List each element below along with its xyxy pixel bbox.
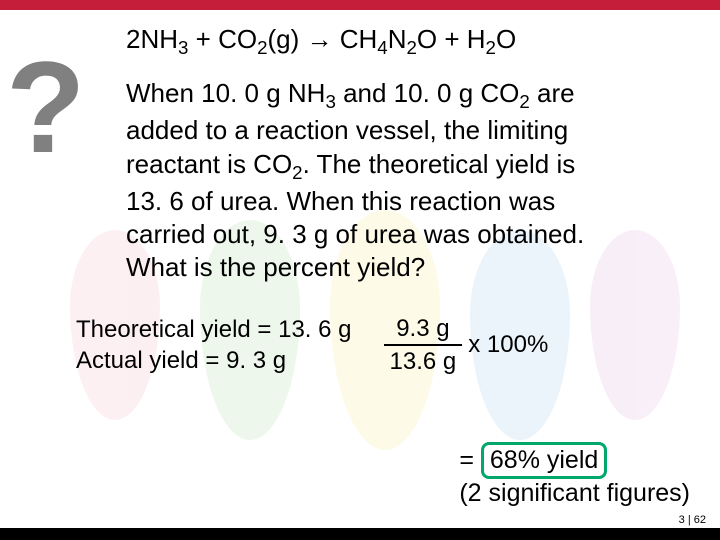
- eq-r2: CO: [218, 24, 257, 54]
- p-l5: carried out, 9. 3 g of urea was obtained…: [126, 219, 584, 249]
- eq-r1-coef: 2: [126, 24, 140, 54]
- eq-p2: H: [467, 24, 486, 54]
- chemical-equation: 2NH3 + CO2(g) → CH4N2O + H2O: [126, 24, 692, 59]
- frac-denominator: 13.6 g: [384, 346, 463, 377]
- p-l3b: . The theoretical yield is: [303, 149, 576, 179]
- eq-plus2: +: [437, 24, 467, 54]
- p-sub2-1: 2: [519, 91, 529, 112]
- eq-p1: CH: [340, 24, 378, 54]
- p-sub2-2: 2: [292, 162, 302, 183]
- p-l1c: are: [530, 78, 575, 108]
- p-sub3-1: 3: [325, 91, 335, 112]
- p-l6: What is the percent yield?: [126, 252, 425, 282]
- eq-r1: NH: [140, 24, 178, 54]
- answer-eq: =: [459, 446, 481, 474]
- eq-p1-end: O: [417, 24, 437, 54]
- bottom-bar: [0, 528, 720, 540]
- answer-block: = 68% yield (2 significant figures): [459, 442, 690, 508]
- fraction: 9.3 g 13.6 g: [384, 313, 463, 377]
- eq-r2-sub: 2: [257, 37, 267, 58]
- eq-p1-sub2: 2: [406, 37, 416, 58]
- actual-label: Actual yield =: [76, 347, 226, 374]
- p-l2: added to a reaction vessel, the limiting: [126, 115, 568, 145]
- eq-p1-sub1: 4: [377, 37, 387, 58]
- page-num: 62: [694, 514, 706, 526]
- eq-plus1: +: [188, 24, 218, 54]
- answer-value: 68% yield: [481, 442, 607, 479]
- eq-arrow: →: [299, 24, 339, 54]
- theoretical-label: Theoretical yield =: [76, 316, 278, 343]
- eq-p1-mid: N: [388, 24, 407, 54]
- p-l1b: and 10. 0 g CO: [336, 78, 520, 108]
- calc-fraction: 9.3 g 13.6 g x 100%: [384, 313, 549, 377]
- eq-p2-sub: 2: [486, 37, 496, 58]
- page-sep: |: [685, 514, 694, 526]
- eq-p2-end: O: [496, 24, 516, 54]
- calc-times: x 100%: [468, 329, 548, 360]
- frac-numerator: 9.3 g: [384, 313, 463, 346]
- slide-content: 2NH3 + CO2(g) → CH4N2O + H2O When 10. 0 …: [0, 10, 720, 377]
- p-l3a: reactant is CO: [126, 149, 292, 179]
- eq-r1-sub: 3: [178, 37, 188, 58]
- eq-r2-state: (g): [267, 24, 299, 54]
- yields-row: Theoretical yield = 13. 6 g Actual yield…: [76, 313, 692, 377]
- page-number: 3 | 62: [679, 514, 706, 526]
- yields-text: Theoretical yield = 13. 6 g Actual yield…: [76, 314, 352, 376]
- p-l1a: When 10. 0 g NH: [126, 78, 325, 108]
- answer-sigfig: (2 significant figures): [459, 479, 690, 507]
- p-l4: 13. 6 of urea. When this reaction was: [126, 186, 555, 216]
- theoretical-value: 13. 6 g: [278, 316, 351, 343]
- problem-text: When 10. 0 g NH3 and 10. 0 g CO2 are add…: [126, 77, 692, 284]
- actual-value: 9. 3 g: [226, 347, 286, 374]
